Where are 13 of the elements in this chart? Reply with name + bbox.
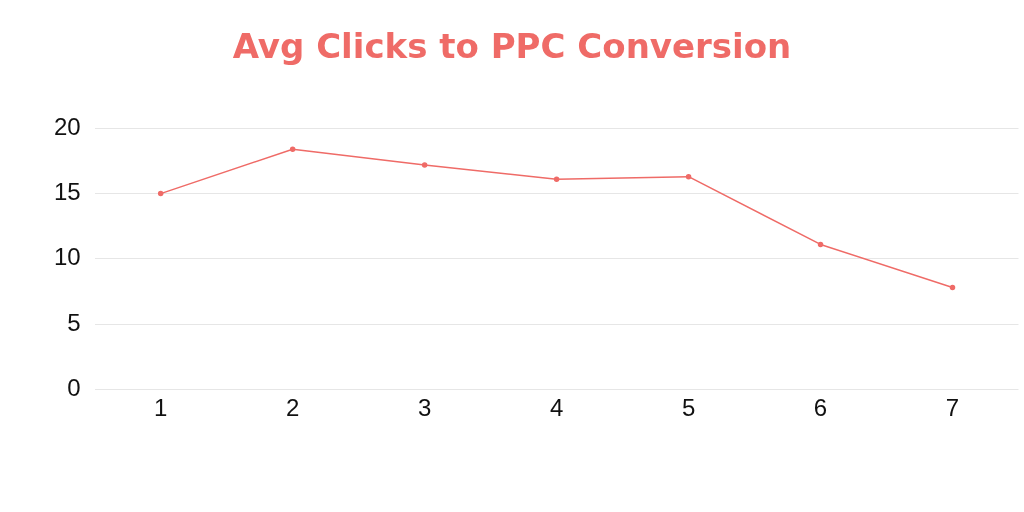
x-tick-label: 7 <box>945 394 960 422</box>
x-tick-label: 6 <box>813 394 828 422</box>
x-tick-label: 5 <box>681 394 696 422</box>
y-tick-label: 15 <box>53 178 81 206</box>
x-tick-label: 4 <box>549 394 564 422</box>
y-tick-label: 0 <box>67 373 81 401</box>
x-tick-label: 2 <box>285 394 300 422</box>
chart-title: Avg Clicks to PPC Conversion <box>231 26 793 66</box>
y-tick-label: 10 <box>53 243 81 271</box>
x-tick-label: 3 <box>417 394 432 422</box>
y-tick-label: 20 <box>53 113 81 141</box>
x-tick-label: 1 <box>154 394 168 422</box>
y-tick-label: 5 <box>67 308 81 336</box>
